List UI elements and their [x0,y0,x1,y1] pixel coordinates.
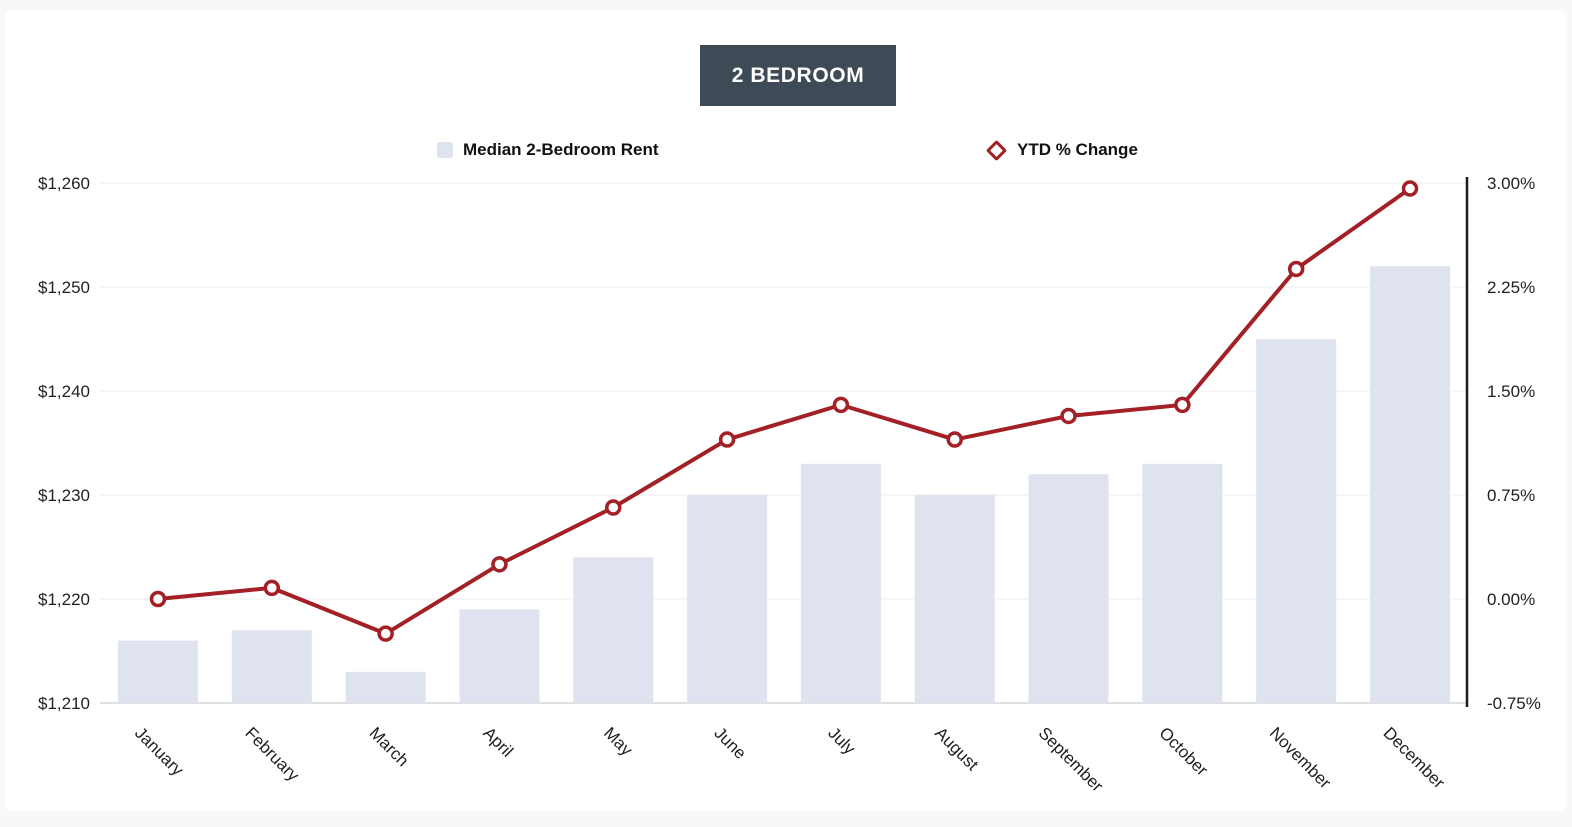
bar-october[interactable] [1142,463,1223,703]
month-label-july: July [824,723,859,758]
legend-label-ytd-change: YTD % Change [1017,140,1138,159]
line-point-january[interactable] [149,590,167,608]
right-axis-tick-label: 0.00% [1487,590,1535,609]
month-label-april: April [479,723,516,760]
bar-july[interactable] [800,463,881,703]
month-label-november: November [1266,723,1335,792]
month-label-january: January [131,723,188,780]
line-point-august[interactable] [946,431,963,448]
bar-august[interactable] [914,495,995,703]
bar-january[interactable] [118,640,198,703]
month-label-june: June [710,723,750,763]
bar-march[interactable] [345,671,426,703]
legend-item-ytd-change[interactable]: YTD % Change [985,139,1138,161]
line-point-may[interactable] [605,499,622,516]
bar-december[interactable] [1370,266,1450,703]
month-label-march: March [366,723,413,770]
chart-title-badge: 2 BEDROOM [700,45,896,106]
line-point-september[interactable] [1060,407,1077,425]
bar-november[interactable] [1256,339,1337,703]
right-axis-tick-label: -0.75% [1487,694,1541,713]
bar-series-swatch-icon [437,142,453,158]
line-point-december[interactable] [1401,180,1419,197]
line-point-october[interactable] [1174,396,1191,414]
right-axis-tick-label: 0.75% [1487,486,1535,505]
right-axis-tick-label: 1.50% [1487,382,1535,401]
ytd-change-line [156,186,1412,636]
line-point-february[interactable] [263,579,281,597]
bar-february[interactable] [231,630,312,703]
right-axis-tick-label: 2.25% [1487,278,1535,297]
bar-september[interactable] [1028,474,1109,703]
month-label-august: August [931,723,982,774]
left-axis-tick-label: $1,220 [38,590,90,609]
left-axis-tick-label: $1,230 [38,486,90,505]
line-point-april[interactable] [491,556,508,573]
right-axis-tick-label: 3.00% [1487,174,1535,193]
line-point-june[interactable] [718,431,736,448]
bar-april[interactable] [459,609,540,703]
month-label-december: December [1380,723,1449,792]
legend-label-median-rent: Median 2-Bedroom Rent [463,140,659,159]
month-label-september: September [1035,723,1107,795]
line-point-july[interactable] [832,396,850,414]
bar-june[interactable] [687,495,768,703]
bar-may[interactable] [573,557,654,703]
left-axis-tick-label: $1,260 [38,174,90,193]
month-label-may: May [600,723,636,759]
left-axis-tick-label: $1,240 [38,382,90,401]
line-point-march[interactable] [377,625,394,642]
left-axis-tick-label: $1,250 [38,278,90,297]
legend-item-median-rent[interactable]: Median 2-Bedroom Rent [437,140,659,160]
line-point-november[interactable] [1287,260,1305,278]
month-label-february: February [241,723,303,785]
left-axis-tick-label: $1,210 [38,694,90,713]
month-label-october: October [1155,723,1211,779]
chart-title: 2 BEDROOM [731,63,865,87]
